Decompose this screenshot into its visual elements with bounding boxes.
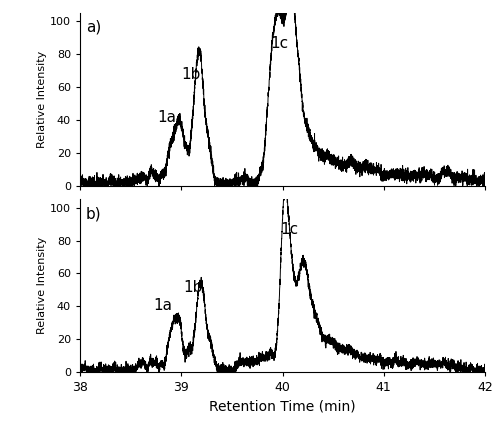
X-axis label: Retention Time (min): Retention Time (min) <box>209 400 356 414</box>
Text: 1c: 1c <box>280 222 298 237</box>
Text: b): b) <box>86 206 102 221</box>
Text: 1a: 1a <box>154 298 172 313</box>
Text: 1b: 1b <box>182 67 201 82</box>
Text: a): a) <box>86 19 102 35</box>
Y-axis label: Relative Intensity: Relative Intensity <box>37 50 47 148</box>
Text: 1b: 1b <box>184 280 203 295</box>
Text: 1a: 1a <box>158 110 176 125</box>
Text: 1c: 1c <box>270 36 288 51</box>
Y-axis label: Relative Intensity: Relative Intensity <box>37 237 47 335</box>
